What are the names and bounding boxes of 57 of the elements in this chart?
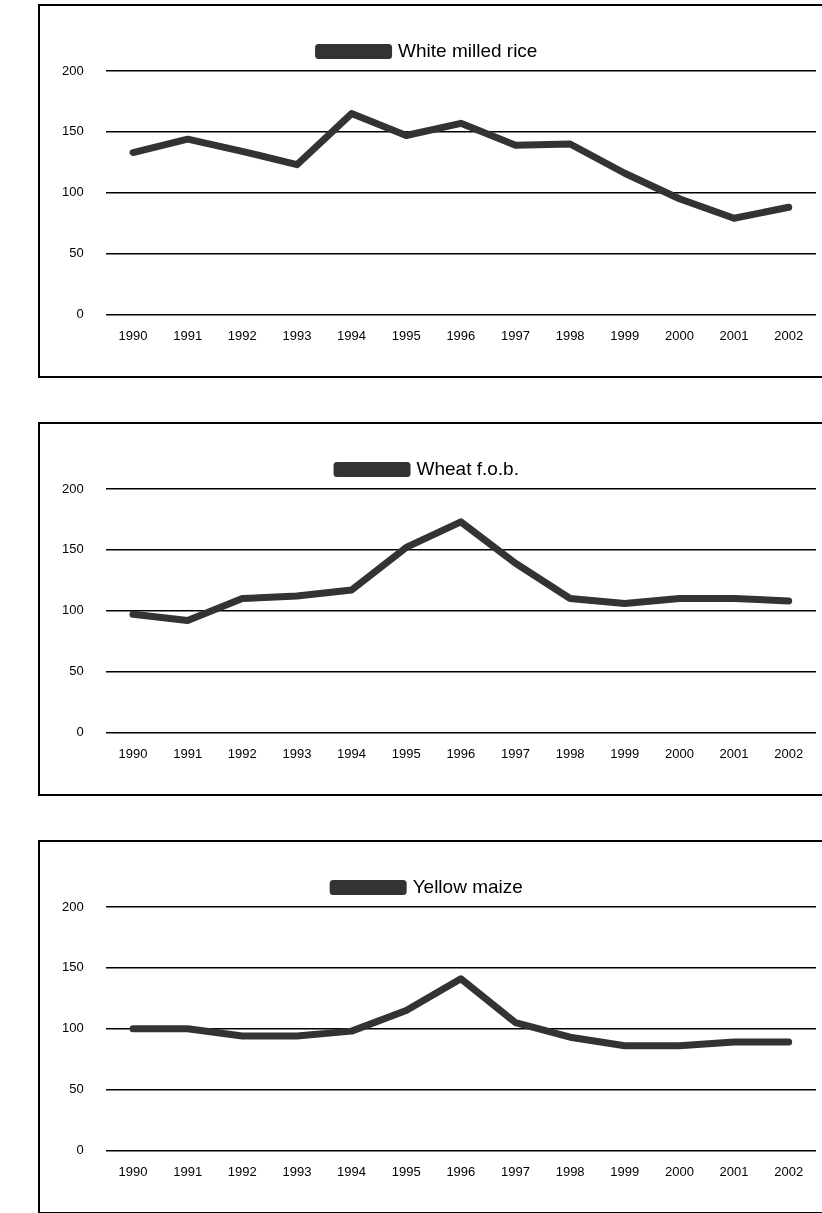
x-tick-label: 2000 xyxy=(664,1163,694,1179)
x-tick-label: 1992 xyxy=(227,745,257,761)
legend-label: White milled rice xyxy=(398,39,538,61)
x-tick-label: 1999 xyxy=(610,1163,640,1179)
y-tick-label: 0 xyxy=(76,723,84,739)
y-tick-label: 150 xyxy=(61,123,84,139)
x-tick-label: 2000 xyxy=(664,745,694,761)
x-tick-label: 1998 xyxy=(555,327,585,343)
x-tick-label: 2000 xyxy=(664,327,694,343)
x-tick-label: 1991 xyxy=(173,745,203,761)
y-tick-label: 200 xyxy=(61,62,84,78)
x-tick-label: 1990 xyxy=(118,745,148,761)
y-tick-label: 150 xyxy=(61,541,84,557)
x-tick-label: 1990 xyxy=(118,327,148,343)
x-tick-label: 1995 xyxy=(391,327,421,343)
y-tick-label: 50 xyxy=(69,1081,84,1097)
x-tick-label: 1990 xyxy=(118,1163,148,1179)
x-tick-label: 1999 xyxy=(610,327,640,343)
x-tick-label: 1996 xyxy=(446,1163,476,1179)
x-tick-label: 2002 xyxy=(774,327,804,343)
x-tick-label: 1998 xyxy=(555,745,585,761)
x-tick-label: 2001 xyxy=(719,327,749,343)
x-tick-label: 1997 xyxy=(501,327,530,343)
x-tick-label: 1997 xyxy=(501,745,530,761)
y-tick-label: 100 xyxy=(61,184,84,200)
x-tick-label: 1996 xyxy=(446,327,476,343)
x-tick-label: 2002 xyxy=(774,1163,804,1179)
y-tick-label: 200 xyxy=(61,480,84,496)
x-tick-label: 2001 xyxy=(719,1163,749,1179)
x-tick-label: 1992 xyxy=(227,327,257,343)
x-tick-label: 1994 xyxy=(337,1163,367,1179)
x-tick-label: 1995 xyxy=(391,745,421,761)
y-tick-label: 200 xyxy=(61,898,84,914)
y-tick-label: 100 xyxy=(61,602,84,618)
x-tick-label: 1993 xyxy=(282,1163,312,1179)
y-tick-label: 0 xyxy=(76,1141,84,1157)
y-tick-label: 50 xyxy=(69,245,84,261)
x-tick-label: 1997 xyxy=(501,1163,530,1179)
x-tick-label: 1991 xyxy=(173,1163,203,1179)
x-tick-label: 1993 xyxy=(282,327,312,343)
legend-label: Yellow maize xyxy=(412,875,523,897)
y-tick-label: 50 xyxy=(69,663,84,679)
x-tick-label: 1992 xyxy=(227,1163,257,1179)
legend-label: Wheat f.o.b. xyxy=(416,457,519,479)
x-tick-label: 2001 xyxy=(719,745,749,761)
x-tick-label: 1996 xyxy=(446,745,476,761)
x-tick-label: 1999 xyxy=(610,745,640,761)
x-tick-label: 1993 xyxy=(282,745,312,761)
x-tick-label: 1991 xyxy=(173,327,203,343)
y-tick-label: 0 xyxy=(76,305,84,321)
x-tick-label: 1994 xyxy=(337,745,367,761)
y-tick-label: 150 xyxy=(61,959,84,975)
x-tick-label: 2002 xyxy=(774,745,804,761)
x-tick-label: 1995 xyxy=(391,1163,421,1179)
x-tick-label: 1994 xyxy=(337,327,367,343)
y-tick-label: 100 xyxy=(61,1020,84,1036)
x-tick-label: 1998 xyxy=(555,1163,585,1179)
